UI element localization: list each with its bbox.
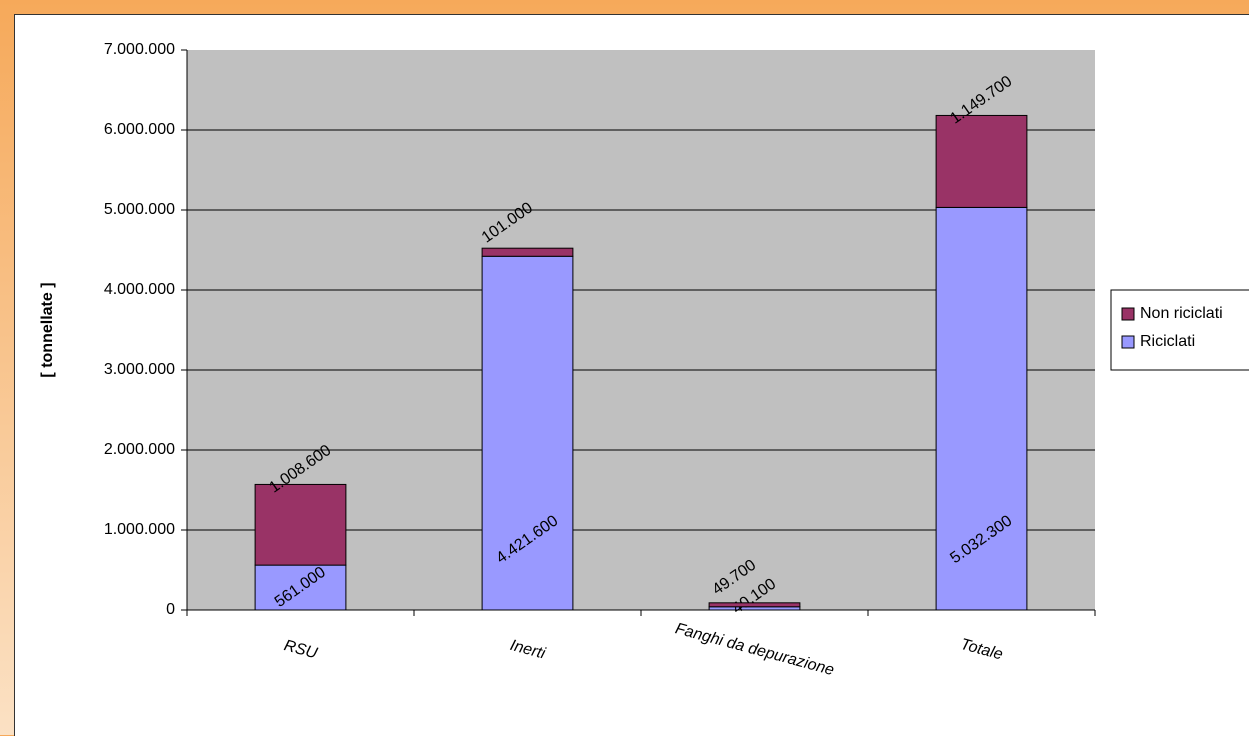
y-tick-label: 4.000.000 (104, 281, 175, 298)
bar-segment (935, 206, 1028, 611)
legend-swatch (1121, 307, 1135, 321)
legend-swatch (1121, 335, 1135, 349)
x-tick-label: Totale (959, 636, 1005, 664)
x-tick-label: RSU (282, 637, 319, 662)
y-axis-label: [ tonnellate ] (39, 282, 56, 377)
y-tick-label: 1.000.000 (104, 521, 175, 538)
y-tick-label: 5.000.000 (104, 201, 175, 218)
y-tick-label: 3.000.000 (104, 361, 175, 378)
x-tick-label: Inerti (508, 637, 547, 663)
y-tick-label: 7.000.000 (104, 41, 175, 58)
legend (1110, 289, 1249, 371)
x-tick-label: Fanghi da depurazione (673, 620, 836, 679)
bar-segment (254, 483, 347, 566)
y-tick-label: 2.000.000 (104, 441, 175, 458)
y-tick-label: 6.000.000 (104, 121, 175, 138)
legend-label: Non riciclati (1140, 305, 1223, 322)
bar-segment (254, 564, 347, 611)
y-tick-label: 0 (166, 601, 175, 618)
bar-segment (708, 602, 801, 608)
legend-label: Riciclati (1140, 333, 1195, 350)
bar-segment (481, 247, 574, 257)
bar-segment (935, 114, 1028, 208)
